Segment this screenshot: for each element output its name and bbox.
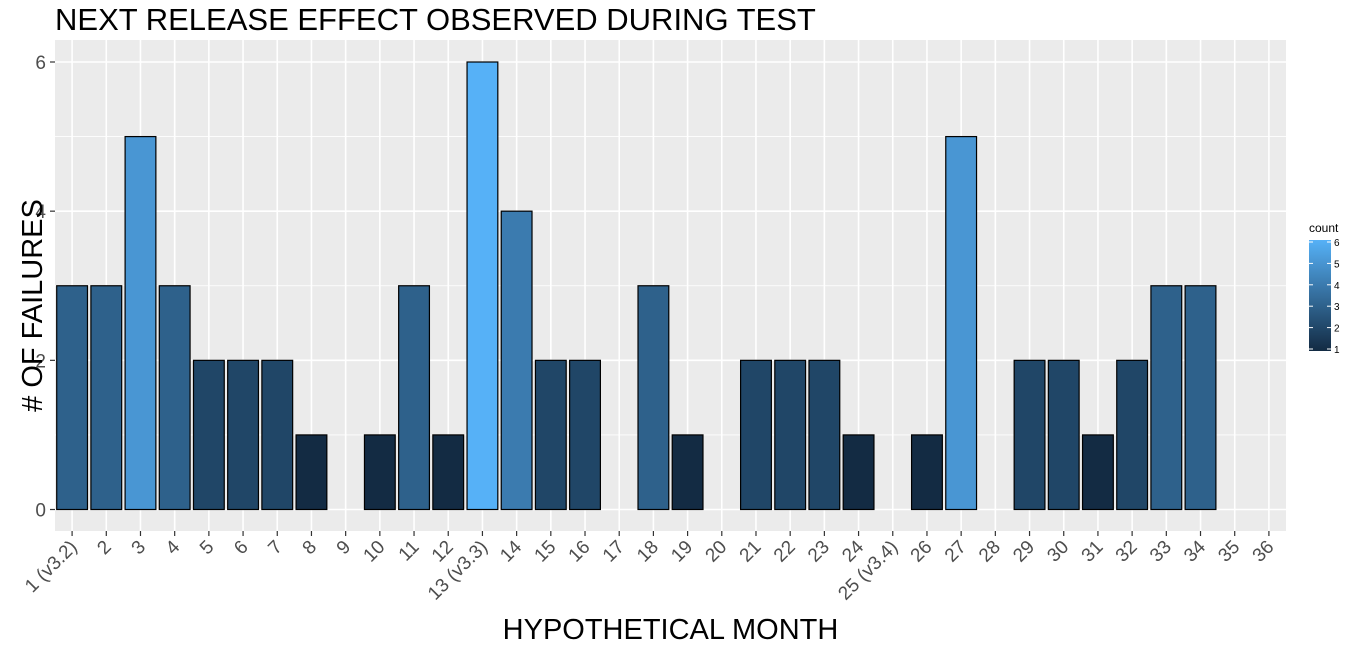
x-tick-label: 3 <box>128 537 150 559</box>
x-tick-label: 18 <box>633 537 663 567</box>
bar-19 <box>671 434 704 511</box>
y-tick-label: 4 <box>35 202 46 223</box>
bar-18 <box>637 285 670 511</box>
bar-7 <box>261 359 294 511</box>
bar-26 <box>910 434 943 511</box>
bar-11 <box>398 285 431 511</box>
color-legend: count 1 2 3 4 5 6 <box>1309 221 1340 356</box>
x-tick-label: 14 <box>496 536 526 566</box>
bar-34 <box>1184 285 1217 511</box>
x-tick-label: 5 <box>196 537 218 559</box>
bar-12 <box>432 434 465 511</box>
bar-31 <box>1081 434 1114 511</box>
bar-29 <box>1013 359 1046 511</box>
bars <box>56 61 1217 511</box>
x-tick-label: 32 <box>1112 537 1142 567</box>
legend-label: 4 <box>1334 281 1340 292</box>
x-tick-label: 36 <box>1249 537 1279 567</box>
legend-label: 6 <box>1334 238 1340 249</box>
x-tick-label: 30 <box>1043 537 1073 567</box>
x-tick-label: 2 <box>93 537 115 559</box>
x-tick-label: 19 <box>667 537 697 567</box>
x-tick-label: 9 <box>333 537 355 559</box>
x-tick-label: 4 <box>162 536 185 559</box>
legend-label: 3 <box>1334 302 1340 313</box>
x-tick-label: 1 (v3.2) <box>21 537 81 597</box>
x-tick-label: 26 <box>907 537 937 567</box>
y-tick-label: 0 <box>35 501 46 522</box>
x-tick-label: 29 <box>1009 537 1039 567</box>
x-axis-title: HYPOTHETICAL MONTH <box>503 614 839 646</box>
x-tick-label: 23 <box>804 537 834 567</box>
x-tick-label: 35 <box>1214 537 1244 567</box>
legend-label: 5 <box>1334 259 1340 270</box>
x-tick-label: 11 <box>395 537 424 566</box>
bar-30 <box>1047 359 1080 511</box>
bar-24 <box>842 434 875 511</box>
bar-8 <box>295 434 328 511</box>
bar-16 <box>569 359 602 511</box>
bar-22 <box>774 359 807 511</box>
x-tick-label: 15 <box>531 537 561 567</box>
x-tick-label: 7 <box>264 537 286 559</box>
legend-title: count <box>1309 221 1339 235</box>
y-axis-title: # OF FAILURES <box>17 199 49 412</box>
y-axis: 0 2 4 6 <box>35 53 55 522</box>
bar-5 <box>192 359 225 511</box>
x-tick-label: 22 <box>770 537 800 567</box>
y-tick-label: 2 <box>35 351 46 372</box>
x-tick-label: 10 <box>360 537 390 567</box>
bar-32 <box>1116 359 1149 511</box>
x-tick-label: 20 <box>702 537 732 567</box>
x-tick-label: 31 <box>1078 537 1108 567</box>
bar-21 <box>739 359 772 511</box>
x-tick-label: 21 <box>736 537 766 567</box>
x-tick-label: 8 <box>299 537 321 559</box>
bar-14 <box>500 210 533 511</box>
bar-2 <box>90 285 123 511</box>
bar-33 <box>1150 285 1183 511</box>
y-tick-label: 6 <box>35 53 46 74</box>
x-tick-label: 16 <box>565 537 595 567</box>
bar-3 <box>124 135 157 511</box>
x-tick-label: 33 <box>1146 537 1176 567</box>
x-tick-label: 27 <box>941 537 971 567</box>
bar-27 <box>945 135 978 511</box>
x-tick-label: 28 <box>975 537 1005 567</box>
x-tick-label: 17 <box>599 537 629 567</box>
bar-1-v3-2 <box>56 285 89 511</box>
legend-label: 2 <box>1334 324 1340 335</box>
bar-23 <box>808 359 841 511</box>
bar-10 <box>363 434 396 511</box>
x-tick-label: 6 <box>230 537 252 559</box>
bar-13-v3-3 <box>466 61 499 511</box>
x-tick-label: 34 <box>1180 536 1210 566</box>
minor-gridlines <box>55 136 1286 436</box>
chart-title: NEXT RELEASE EFFECT OBSERVED DURING TEST <box>55 2 816 37</box>
bar-4 <box>158 285 191 511</box>
bar-15 <box>534 359 567 511</box>
legend-label: 1 <box>1334 345 1340 356</box>
legend-colorbar <box>1309 240 1331 351</box>
bar-6 <box>227 359 260 511</box>
